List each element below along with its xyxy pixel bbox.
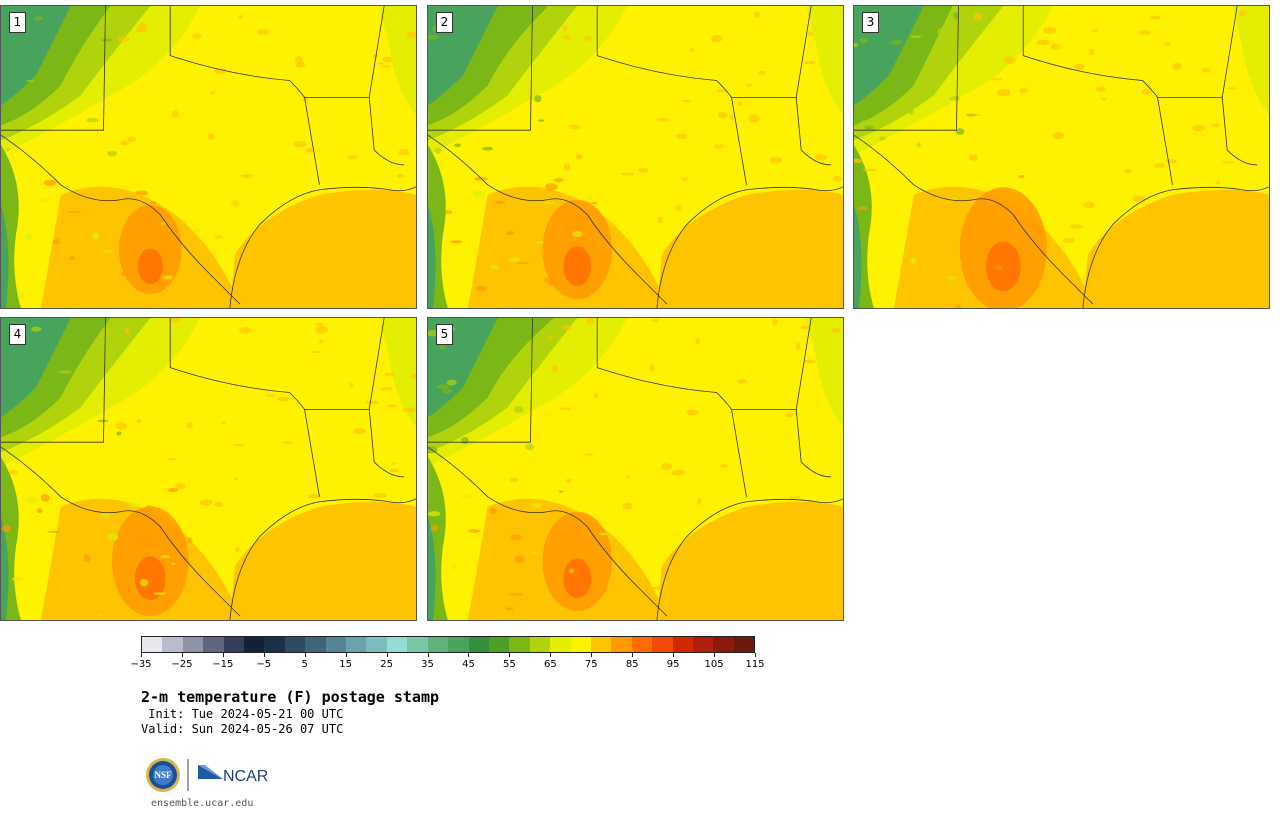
temperature-map (1, 6, 416, 308)
panel-number-label: 3 (862, 12, 879, 33)
temperature-colorbar (141, 636, 755, 653)
colorbar-tick-label: 105 (704, 659, 724, 670)
colorbar-swatch (203, 637, 224, 652)
nsf-ncar-logo: NSF NCAR (146, 758, 268, 792)
member-panel-2: 2 (427, 5, 844, 309)
colorbar-swatch (488, 637, 510, 652)
colorbar-tick-label: 55 (503, 659, 516, 670)
colorbar-tick (345, 653, 347, 657)
colorbar-tick-label: 5 (301, 659, 308, 670)
colorbar-swatch (407, 637, 428, 652)
colorbar-tick-label: 45 (462, 659, 475, 670)
colorbar-tick (591, 653, 593, 657)
colorbar-swatch (509, 637, 530, 652)
colorbar-tick (550, 653, 552, 657)
colorbar-tick-label: −35 (130, 659, 152, 670)
colorbar-swatch (631, 637, 653, 652)
colorbar-tick-label: 85 (625, 659, 639, 670)
colorbar-tick-label: 95 (666, 659, 680, 670)
colorbar-tick (263, 653, 265, 657)
colorbar-tick (141, 653, 142, 657)
ncar-logo-text: NCAR (223, 768, 268, 785)
member-panel-3: 3 (853, 5, 1270, 309)
panel-number-label: 5 (436, 324, 453, 345)
colorbar-swatch (550, 637, 571, 652)
nsf-logo-text: NSF (154, 770, 172, 780)
init-time: Init: Tue 2024-05-21 00 UTC (141, 707, 344, 721)
colorbar-tick (304, 653, 306, 657)
colorbar-tick (222, 653, 224, 657)
panel-number-label: 1 (9, 12, 26, 33)
colorbar-swatch (346, 637, 367, 652)
colorbar-tick (632, 653, 634, 657)
colorbar-tick-label: 25 (380, 659, 393, 670)
sponsor-logos: NSF NCAR (145, 757, 275, 793)
colorbar-swatch (305, 637, 326, 652)
member-panel-1: 1 (0, 5, 417, 309)
member-panel-5: 5 (427, 317, 844, 621)
valid-time: Valid: Sun 2024-05-26 07 UTC (141, 722, 344, 736)
chart-title: 2-m temperature (F) postage stamp (141, 688, 440, 706)
colorbar-swatch (692, 637, 714, 652)
colorbar-swatch (427, 637, 449, 652)
colorbar-swatch (733, 637, 755, 652)
colorbar-swatch (611, 637, 632, 652)
colorbar-ticks: −35 −25 −15 −5 5 15 25 35 45 55 65 75 85 95 105 115 (130, 653, 765, 673)
colorbar-tick (427, 653, 429, 657)
colorbar-swatch (244, 637, 265, 652)
colorbar-swatch (529, 637, 551, 652)
colorbar-tick-label: −5 (256, 659, 272, 670)
colorbar-swatch (264, 637, 285, 652)
colorbar-tick-label: −25 (171, 659, 193, 670)
colorbar-swatch (142, 637, 163, 652)
colorbar-swatch (590, 637, 612, 652)
temperature-map (854, 6, 1269, 308)
colorbar-tick (181, 653, 183, 657)
colorbar-tick-label: 65 (543, 659, 557, 670)
colorbar-swatch (468, 637, 489, 652)
colorbar-swatch (325, 637, 347, 652)
colorbar-tick (714, 653, 716, 657)
colorbar-swatch (386, 637, 408, 652)
panel-number-label: 4 (9, 324, 26, 345)
colorbar-swatch (448, 637, 469, 652)
colorbar-swatch (652, 637, 673, 652)
colorbar-swatch (284, 637, 306, 652)
colorbar-tick (468, 653, 470, 657)
colorbar-swatch (182, 637, 204, 652)
temperature-map (428, 318, 843, 620)
colorbar-swatch (223, 637, 245, 652)
temperature-map (1, 318, 416, 620)
nsf-seal-icon: NSF (146, 758, 180, 792)
colorbar-swatch (570, 637, 591, 652)
footer-url: ensemble.ucar.edu (151, 798, 254, 809)
colorbar-swatch (672, 637, 693, 652)
colorbar-tick-label: 15 (339, 659, 353, 670)
colorbar-tick-label: 115 (745, 659, 765, 670)
panel-number-label: 2 (436, 12, 453, 33)
colorbar-tick (755, 653, 756, 657)
colorbar-tick (386, 653, 388, 657)
colorbar-tick-label: 75 (584, 659, 598, 670)
colorbar-tick-label: −15 (212, 659, 234, 670)
colorbar-tick-label: 35 (421, 659, 434, 670)
colorbar-swatch (162, 637, 183, 652)
colorbar-tick (673, 653, 675, 657)
colorbar-swatch (366, 637, 387, 652)
temperature-map (428, 6, 843, 308)
member-panel-4: 4 (0, 317, 417, 621)
colorbar-swatch (713, 637, 734, 652)
colorbar-tick (509, 653, 511, 657)
ncar-logo-icon: NCAR (198, 765, 268, 785)
